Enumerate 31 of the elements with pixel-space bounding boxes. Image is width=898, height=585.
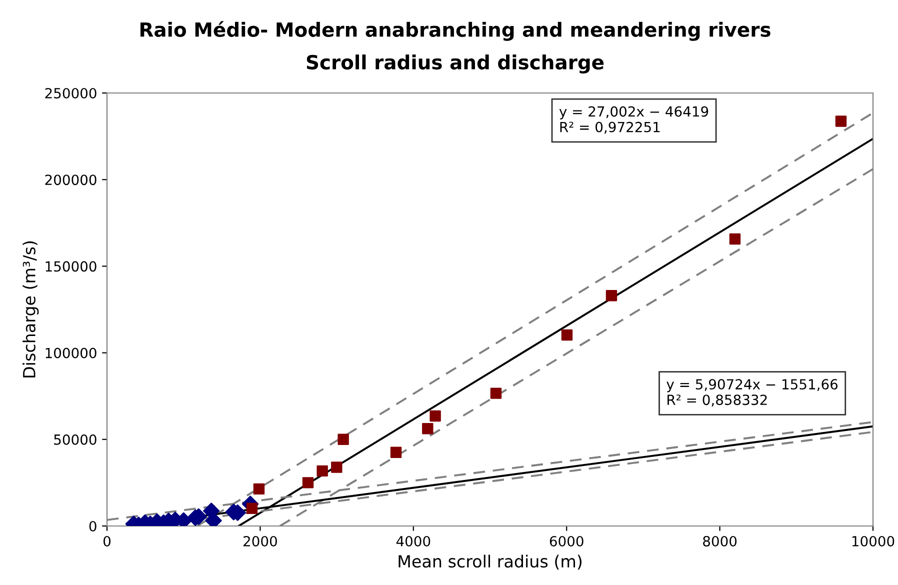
x-tick-label: 0	[103, 536, 110, 546]
point	[422, 423, 434, 434]
point	[561, 329, 573, 341]
point	[606, 290, 618, 302]
chart-subtitle: Scroll radius and discharge	[306, 54, 604, 74]
x-axis-title: Mean scroll radius (m)	[398, 554, 582, 570]
x-tick-label: 4000	[396, 536, 430, 546]
point	[835, 116, 847, 127]
annotation: y = 5,90724x − 1551,66 R² = 0,858332	[666, 379, 838, 406]
x-tick-label: 2000	[244, 536, 277, 546]
chart-title: Raio Médio- Modern anabranching and meandering rivers	[140, 21, 770, 41]
y-axis-title: Discharge (m³/s)	[22, 241, 39, 378]
x-tick-label: 6000	[550, 536, 584, 546]
point	[253, 483, 265, 495]
point	[316, 465, 328, 477]
point	[390, 446, 402, 458]
y-tick-label: 150000	[46, 261, 96, 272]
x-tick-label: 10000	[852, 536, 894, 546]
annotation: y = 27,002x − 46419 R² = 0,972251	[559, 106, 708, 134]
y-tick-label: 0	[89, 520, 96, 532]
point	[430, 410, 441, 422]
point	[729, 233, 741, 245]
point	[490, 388, 502, 399]
y-tick-label: 50000	[54, 434, 96, 445]
point	[338, 434, 349, 446]
x-tick-label: 8000	[703, 536, 737, 546]
y-tick-label: 200000	[45, 174, 96, 186]
y-tick-label: 100000	[46, 348, 96, 358]
point	[331, 462, 342, 473]
y-tick-label: 250000	[45, 88, 96, 98]
point	[302, 477, 314, 488]
